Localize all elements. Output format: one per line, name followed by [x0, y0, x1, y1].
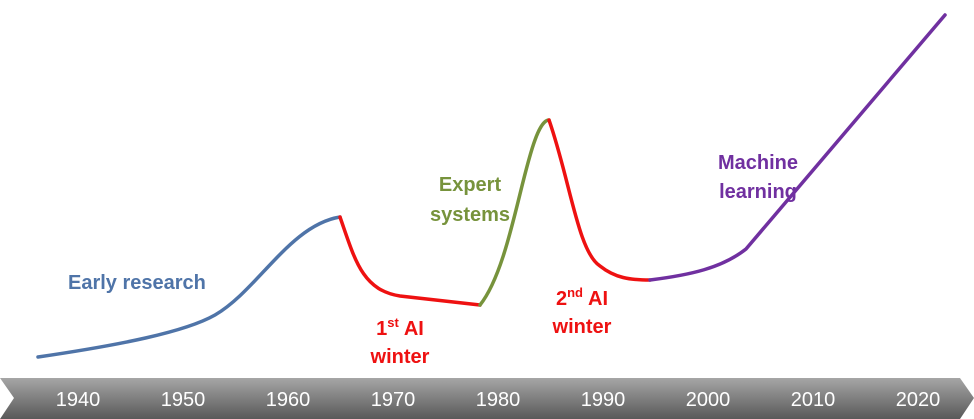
year-label: 2000	[686, 389, 731, 411]
winter1-label: winter	[370, 346, 430, 368]
year-label: 2020	[896, 389, 941, 411]
ml-curve	[648, 13, 947, 282]
early-label: Early research	[68, 272, 206, 294]
winter2-label: winter	[552, 316, 612, 338]
year-label: 1990	[581, 389, 626, 411]
timeline-bar	[0, 378, 974, 419]
winter1-label: 1st AI	[376, 315, 424, 340]
winter2-label: 2nd AI	[556, 285, 608, 310]
word: AI	[588, 288, 608, 310]
ml-label: learning	[719, 181, 797, 203]
year-label: 1980	[476, 389, 521, 411]
early-curve	[36, 215, 342, 359]
year-label: 1940	[56, 389, 101, 411]
ordinal: 2	[556, 288, 567, 310]
word: AI	[404, 318, 424, 340]
year-label: 1950	[161, 389, 206, 411]
year-label: 1970	[371, 389, 416, 411]
ml-label: Machine	[718, 152, 798, 174]
expert-curve	[478, 118, 551, 307]
years: 1940 1950 1960 1970 1980 1990 2000 2010 2020	[56, 389, 941, 411]
ordinal-suffix: nd	[567, 285, 583, 300]
winter2-curve	[547, 118, 652, 282]
expert-label: systems	[430, 204, 510, 226]
year-label: 1960	[266, 389, 311, 411]
year-label: 2010	[791, 389, 836, 411]
ordinal-suffix: st	[387, 315, 399, 330]
ordinal: 1	[376, 318, 387, 340]
winter1-curve	[338, 215, 482, 307]
expert-label: Expert	[439, 174, 502, 196]
